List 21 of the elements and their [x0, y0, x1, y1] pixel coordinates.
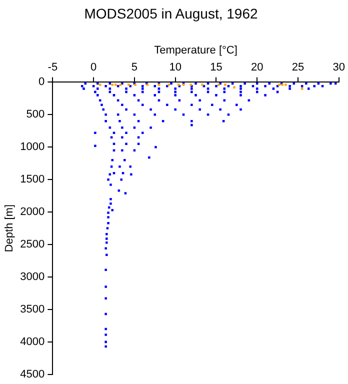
y-axis-title: Depth [m] — [4, 204, 16, 252]
x-tick-label: 5 — [131, 62, 138, 74]
y-tick-label: 2500 — [20, 238, 45, 251]
y-tick-label: 4000 — [20, 336, 45, 348]
x-tick-label: 15 — [210, 62, 222, 74]
y-tick-label: 3000 — [20, 271, 45, 284]
y-tick-label: 4500 — [20, 368, 45, 380]
y-tick-label: 1000 — [20, 141, 45, 154]
y-tick-label: 3500 — [20, 304, 45, 316]
x-tick-label: 0 — [90, 62, 97, 74]
y-tick-label: 500 — [26, 108, 45, 121]
x-tick-label: 25 — [292, 62, 304, 74]
x-tick-label: 30 — [332, 62, 346, 74]
x-axis-title: Temperature [°C] — [154, 44, 238, 56]
y-tick-label: 2000 — [20, 206, 45, 218]
y-tick-label: 0 — [38, 76, 45, 88]
chart-title: MODS2005 in August, 1962 — [84, 5, 258, 22]
x-tick-label: 10 — [169, 62, 182, 74]
x-tick-label: -5 — [48, 62, 58, 74]
x-tick-label: 20 — [250, 62, 264, 74]
y-tick-label: 1500 — [20, 174, 45, 186]
